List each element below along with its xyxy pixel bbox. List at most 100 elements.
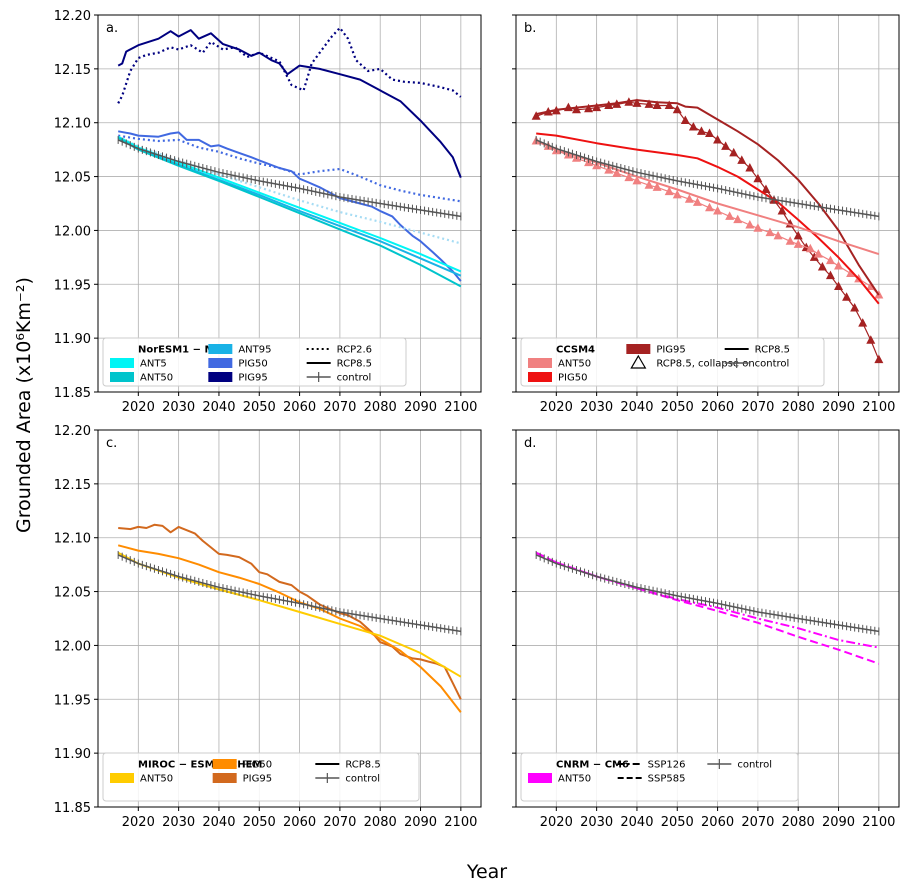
legend-swatch	[110, 773, 134, 783]
series-line	[118, 130, 462, 282]
series-line	[117, 29, 462, 178]
x-tick-label: 2090	[404, 400, 437, 415]
series-path	[118, 134, 461, 203]
legend: MIROC − ESM − CHEM ANT50 PIG50 PIG95 RCP8.5 c…	[102, 752, 420, 802]
series-path	[117, 29, 462, 178]
axes-frame	[97, 14, 482, 393]
triangle-marker	[672, 189, 682, 199]
x-axis-title: Year	[466, 861, 507, 883]
triangle-marker	[745, 220, 755, 229]
axes-frame	[515, 14, 900, 393]
series-path	[535, 551, 880, 665]
x-tick-label: 2100	[444, 815, 477, 830]
triangle-marker	[866, 335, 876, 344]
triangle-marker	[846, 268, 856, 278]
x-tick-label: 2030	[162, 400, 195, 415]
x-tick-label: 2060	[701, 815, 734, 830]
triangle-marker	[813, 249, 823, 258]
legend-label: ANT50	[558, 774, 591, 785]
y-tick-label: 11.90	[54, 747, 91, 762]
series-line	[535, 135, 880, 221]
legend-swatch	[626, 344, 651, 354]
series-line	[535, 99, 880, 296]
x-tick-label: 2070	[741, 400, 774, 415]
legend-label: ANT50	[558, 359, 591, 370]
x-tick-label: 2060	[283, 815, 316, 830]
legend: NorESM1 − M ANT5 ANT50 ANT95 PIG50 PIG95 RCP2.…	[102, 337, 407, 387]
legend-triangle	[630, 354, 647, 369]
triangle-marker	[604, 165, 614, 174]
triangle-marker	[777, 206, 787, 215]
triangle-marker	[713, 206, 723, 215]
legend-label: RCP2.6	[337, 345, 372, 356]
x-tick-label: 2090	[822, 815, 855, 830]
legend-label: PIG50	[243, 760, 272, 771]
triangle-marker	[664, 186, 674, 196]
triangle-marker	[733, 214, 743, 224]
triangle-marker	[563, 102, 573, 112]
x-tick-label: 2050	[243, 400, 276, 415]
legend-label: SSP585	[648, 774, 686, 785]
x-tick-label: 2020	[122, 815, 155, 830]
legend: CNRM − CM6 ANT50 SSP126 SSP585 control	[520, 752, 799, 802]
legend-label: PIG95	[243, 774, 272, 785]
triangle-marker	[664, 100, 674, 109]
legend-label: ANT50	[140, 373, 173, 384]
series-path	[535, 551, 879, 649]
triangle-marker	[684, 194, 694, 203]
series-line	[535, 550, 880, 636]
legend-box	[102, 337, 407, 387]
x-tick-label: 2030	[580, 400, 613, 415]
y-tick-label: 12.00	[54, 224, 91, 239]
triangle-marker	[612, 168, 622, 177]
y-tick-label: 12.20	[54, 424, 91, 439]
x-tick-label: 2100	[862, 815, 895, 830]
triangle-marker	[825, 270, 835, 280]
legend-label: PIG50	[238, 359, 267, 370]
legend-title: MIROC − ESM − CHEM	[138, 760, 262, 771]
y-tick-label: 12.15	[54, 63, 91, 78]
x-tick-label: 2040	[620, 400, 653, 415]
triangle-marker	[793, 230, 803, 240]
series-path	[535, 99, 880, 296]
triangle-marker	[624, 172, 634, 182]
legend: CCSM4 ANT50 PIG50 PIG95 RCP8.5, collapse onR…	[520, 337, 825, 387]
legend-swatch	[212, 759, 237, 769]
x-tick-label: 2070	[323, 815, 356, 830]
triangle-marker	[584, 103, 594, 113]
legend-label: RCP8.5	[337, 359, 372, 370]
legend-swatch	[110, 358, 134, 368]
legend-swatch	[110, 372, 134, 382]
x-tick-label: 2040	[620, 815, 653, 830]
triangle-marker	[753, 223, 763, 232]
series-line	[118, 134, 461, 203]
legend-label: PIG95	[656, 345, 685, 356]
series-line	[536, 132, 880, 305]
x-tick-label: 2020	[122, 400, 155, 415]
axes-frame	[515, 429, 900, 808]
legend-swatch	[212, 773, 237, 783]
triangle-marker	[805, 243, 815, 253]
x-tick-label: 2070	[741, 815, 774, 830]
series-path	[535, 554, 879, 633]
legend-label: ANT5	[140, 359, 167, 370]
legend-label: ANT50	[140, 774, 173, 785]
x-tick-label: 2040	[202, 400, 235, 415]
y-tick-label: 11.85	[54, 801, 91, 816]
triangle-marker	[858, 318, 868, 327]
triangle-marker	[765, 227, 775, 237]
triangle-marker	[688, 122, 698, 131]
y-tick-label: 11.95	[54, 693, 91, 708]
x-tick-label: 2100	[444, 400, 477, 415]
triangle-marker	[721, 141, 731, 150]
triangle-marker	[652, 100, 662, 109]
triangle-marker	[632, 98, 642, 107]
x-tick-label: 2060	[701, 400, 734, 415]
legend-swatch	[208, 372, 233, 382]
triangle-marker	[725, 211, 735, 220]
legend-swatch	[528, 358, 552, 368]
series-path	[117, 26, 462, 104]
legend-label: PIG50	[558, 373, 587, 384]
x-tick-label: 2090	[822, 400, 855, 415]
